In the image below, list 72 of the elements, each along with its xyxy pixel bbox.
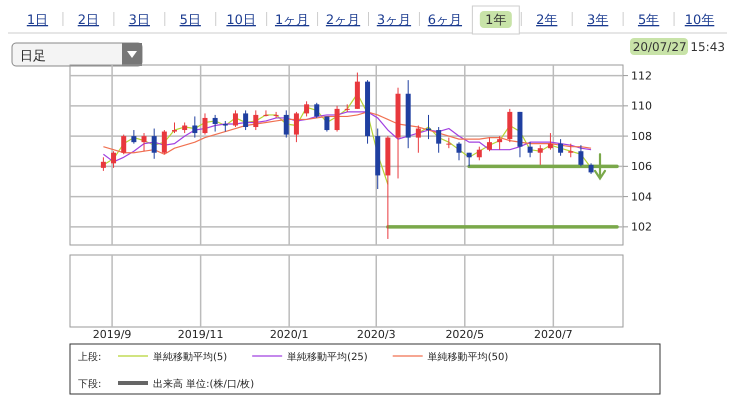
text: 6ヶ月 <box>428 13 462 28</box>
legend-label: 単純移動平均(50) <box>428 351 508 363</box>
candlestick <box>476 146 482 161</box>
text: 日足 <box>20 49 46 64</box>
candlestick <box>538 144 543 166</box>
candlestick <box>314 102 320 118</box>
text: 下段: <box>78 378 102 390</box>
y-tick-label: 108 <box>631 130 652 143</box>
candlestick <box>334 105 340 132</box>
text: 3日 <box>128 13 150 28</box>
text: 2020/3 <box>356 328 396 341</box>
candlestick <box>131 130 136 144</box>
candlestick <box>172 122 178 134</box>
candlestick <box>152 128 157 160</box>
candlestick <box>182 122 188 134</box>
text: 2020/7 <box>534 328 573 341</box>
candlestick <box>121 134 126 155</box>
text: 2020/1 <box>270 328 309 341</box>
candlestick <box>426 114 432 140</box>
candlestick <box>284 110 289 138</box>
text: 2日 <box>78 13 100 28</box>
text: 2019/11 <box>178 328 224 341</box>
candlestick <box>202 112 208 136</box>
candlestick <box>324 116 330 132</box>
candlestick <box>568 143 574 158</box>
candlestick <box>578 144 584 167</box>
candlestick <box>162 130 167 155</box>
candlestick <box>548 132 553 150</box>
candlestick <box>528 142 533 158</box>
y-tick-label: 110 <box>631 100 652 113</box>
text: 20/07/27 15:43 <box>632 40 725 54</box>
text: 2年 <box>536 13 558 28</box>
candlestick <box>446 137 452 149</box>
text: 3年 <box>587 13 608 28</box>
candlestick <box>243 110 248 131</box>
candlestick <box>294 111 299 143</box>
candlestick <box>497 136 502 150</box>
candlestick <box>588 162 594 174</box>
text: 2ヶ月 <box>326 13 360 28</box>
text: 5年 <box>638 13 660 28</box>
candlestick <box>111 150 116 168</box>
legend-label: 単純移動平均(5) <box>153 351 228 363</box>
candlestick <box>232 110 238 128</box>
text: 10年 <box>684 13 714 28</box>
text: 2020/5 <box>445 328 484 341</box>
candlestick <box>142 132 147 152</box>
candlestick <box>222 120 228 132</box>
legend-label: 単純移動平均(25) <box>287 351 368 363</box>
candlestick <box>486 137 492 152</box>
candlestick <box>253 110 258 131</box>
text: 10日 <box>226 13 256 28</box>
candlestick <box>466 152 472 167</box>
y-tick-label: 104 <box>631 190 652 204</box>
candlestick <box>416 125 421 154</box>
y-tick-label: 106 <box>631 160 652 174</box>
text: 1ヶ月 <box>274 13 310 28</box>
candlestick <box>304 100 310 117</box>
candlestick <box>192 116 198 138</box>
candlestick <box>558 138 564 156</box>
candlestick <box>436 126 442 154</box>
text: 1年 <box>485 13 506 28</box>
text: 5日 <box>180 13 201 28</box>
text: 1日 <box>26 13 48 28</box>
text: 上段: <box>78 351 102 363</box>
candlestick <box>212 114 218 132</box>
y-tick-label: 112 <box>631 69 652 82</box>
candlestick <box>100 156 106 172</box>
candlestick <box>456 142 462 161</box>
y-tick-label: 102 <box>631 220 652 234</box>
text: 出来高 単位:(株/口/枚) <box>153 378 254 390</box>
text: 3ヶ月 <box>376 13 412 28</box>
text: 2019/9 <box>92 328 132 341</box>
